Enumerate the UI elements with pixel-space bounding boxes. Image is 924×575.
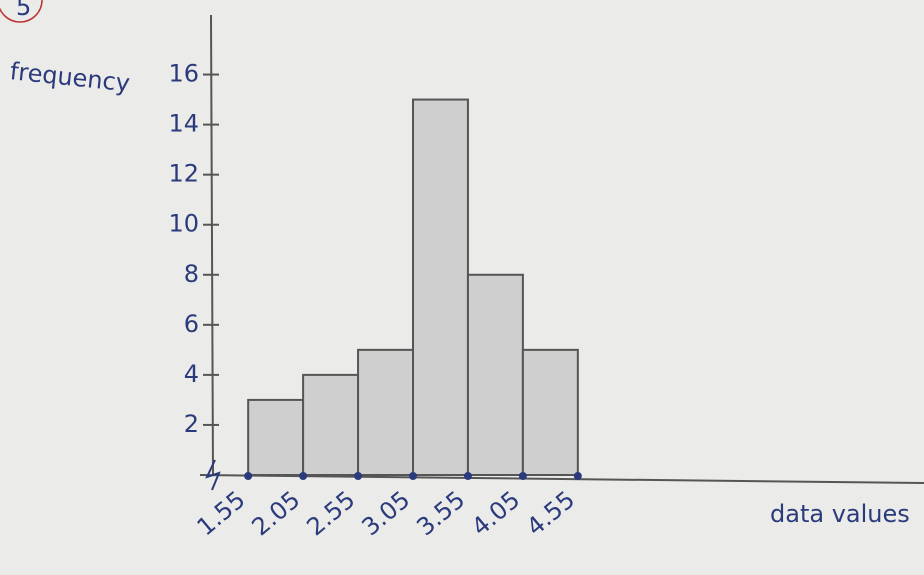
problem-number: 5: [16, 0, 31, 21]
axis-break: [205, 459, 221, 491]
y-tick-label: 14: [168, 110, 199, 138]
x-axis-label-1: data values: [770, 500, 910, 528]
x-axis: [199, 474, 924, 484]
x-tick: [409, 472, 418, 480]
x-tick: [573, 472, 582, 480]
y-tick-label: 16: [168, 60, 199, 88]
x-tick: [299, 472, 308, 480]
bar: [466, 273, 524, 476]
bar: [357, 348, 415, 477]
bar: [521, 348, 579, 477]
x-tick: [244, 472, 253, 480]
bar: [412, 98, 469, 476]
x-tick: [354, 472, 363, 480]
y-tick-label: 4: [184, 360, 199, 388]
x-tick: [518, 472, 527, 480]
y-tick-label: 2: [184, 410, 199, 438]
x-tick: [463, 472, 472, 480]
y-tick-label: 10: [168, 210, 199, 238]
bar: [302, 373, 360, 476]
bar: [247, 398, 305, 476]
problem-circle: [0, 0, 43, 23]
y-tick-label: 8: [184, 260, 199, 288]
y-axis: [210, 14, 214, 476]
y-tick-label: 6: [184, 310, 199, 338]
y-tick-label: 12: [168, 160, 199, 188]
